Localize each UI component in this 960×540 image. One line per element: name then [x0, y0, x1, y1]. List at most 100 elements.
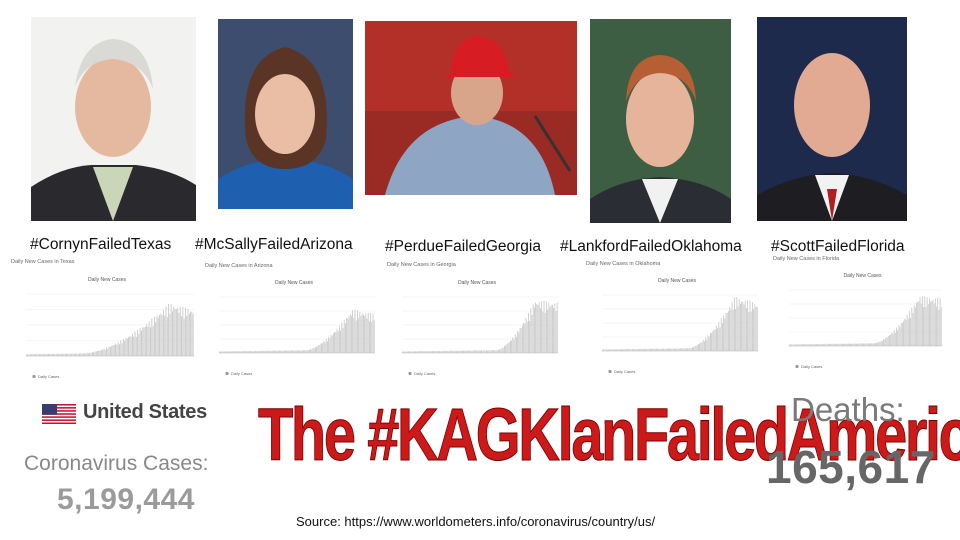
mini-chart-bar	[113, 345, 115, 356]
hashtag-perdue: #PerdueFailedGeorgia	[385, 238, 541, 255]
mini-chart-bar	[653, 348, 655, 351]
chart-title-florida: Daily New Cases in Florida	[773, 256, 840, 262]
mini-chart-bar	[692, 347, 693, 351]
mini-chart-bar	[481, 350, 483, 353]
mini-chart-bar	[512, 337, 514, 353]
mini-chart-bar	[651, 348, 653, 351]
mini-chart-bar	[244, 351, 246, 353]
mini-chart-bar	[731, 302, 733, 351]
mini-chart-bar	[307, 349, 309, 353]
mini-chart-bar	[866, 343, 868, 346]
mini-chart-bar	[470, 350, 472, 353]
mini-chart-bar	[834, 343, 836, 346]
mini-chart-bar	[412, 351, 414, 353]
mini-chart-bar	[68, 353, 70, 356]
mini-chart-bar	[635, 349, 637, 351]
mini-chart-bar	[264, 351, 266, 353]
mini-chart-bar	[675, 348, 677, 351]
mini-chart-bar	[618, 349, 620, 351]
mini-chart-bar	[107, 348, 109, 356]
mini-chart-bar	[863, 343, 864, 346]
mini-chart-bar	[311, 349, 313, 353]
mini-chart-bar	[270, 350, 272, 353]
mini-chart-bar	[134, 331, 136, 356]
mini-chart-bar	[76, 353, 78, 356]
mini-chart-bar	[676, 348, 678, 351]
mini-chart-bar	[501, 347, 503, 353]
mini-chart-bar	[416, 351, 418, 353]
mini-chart-bar	[530, 308, 532, 353]
mini-chart-bar	[865, 343, 867, 346]
mini-chart-bar	[313, 348, 315, 353]
mini-chart-bar	[934, 298, 936, 346]
mini-chart-bar	[633, 349, 635, 351]
mini-chart-bar	[129, 336, 131, 356]
mini-chart-bar	[292, 350, 294, 353]
deaths-value: 165,617	[766, 441, 936, 493]
mini-chart-bar	[495, 350, 497, 353]
mini-chart-bar	[60, 353, 62, 356]
mini-chart-bar	[288, 350, 290, 353]
mini-chart-bar	[517, 330, 519, 353]
mini-chart-bar	[516, 336, 517, 353]
mini-chart-bar	[309, 349, 310, 353]
mini-chart-bar	[328, 336, 330, 353]
mini-chart-bar	[814, 344, 816, 346]
mini-chart-bar	[312, 347, 314, 353]
mini-chart-bar	[405, 351, 407, 353]
mini-chart-bar	[612, 349, 614, 351]
mini-chart-bar	[871, 343, 873, 346]
mini-chart-bar	[358, 318, 360, 353]
mini-chart-bar	[77, 353, 79, 356]
mini-chart-bar	[659, 348, 661, 351]
mini-chart-bar	[706, 339, 708, 351]
mini-chart-bar	[103, 348, 105, 356]
mini-chart-bar	[826, 343, 828, 346]
mini-chart-bar	[878, 341, 880, 346]
mini-chart-bar	[543, 300, 545, 353]
mini-chart-bar	[261, 350, 262, 353]
mini-chart-bar	[904, 318, 906, 346]
mini-chart-bar	[286, 350, 288, 353]
mini-chart-bar	[522, 325, 523, 353]
mini-chart-bar	[845, 343, 847, 346]
mini-chart-bar	[148, 321, 150, 356]
mini-chart-bar	[477, 350, 479, 353]
mini-chart-bar	[936, 306, 937, 346]
chart-title-oklahoma: Daily New Cases in Oklahoma	[586, 261, 661, 267]
mini-chart-bar	[896, 327, 897, 346]
mini-chart-bar	[735, 309, 737, 351]
mini-chart-bar	[520, 327, 522, 353]
mini-chart-bar	[353, 317, 355, 353]
mini-chart-bar	[29, 354, 31, 356]
mini-chart-bar	[830, 343, 832, 346]
mini-chart-bar	[414, 351, 415, 353]
mini-chart-bar	[905, 319, 907, 346]
mini-chart-bar	[756, 306, 758, 351]
mini-chart-bar	[729, 307, 731, 351]
mini-chart-bar	[914, 307, 916, 346]
mini-chart-bar	[926, 296, 928, 346]
mini-chart-svg: Daily New Cases Daily Cases	[789, 273, 942, 369]
mini-chart-bar	[507, 343, 509, 353]
mini-chart-bar	[64, 353, 66, 356]
mini-chart-bar	[262, 350, 264, 353]
mini-chart-bar	[940, 307, 942, 346]
mini-chart-bar	[800, 344, 802, 346]
mini-chart-bar	[241, 351, 243, 353]
mini-chart-bar	[310, 348, 312, 353]
mini-chart-bar	[457, 350, 459, 353]
mini-chart-bar	[531, 314, 533, 353]
mini-chart-bar	[239, 351, 241, 353]
mini-chart-bar	[748, 311, 750, 351]
mini-chart-bar	[549, 307, 551, 353]
mini-chart-bar	[95, 351, 97, 356]
mini-chart-bar	[439, 350, 441, 353]
mini-chart-bar	[923, 307, 924, 346]
mini-chart-bar	[792, 344, 794, 346]
mini-chart-bar	[299, 350, 301, 353]
mini-chart-bar	[665, 348, 667, 351]
mini-chart-bar	[177, 307, 179, 356]
mini-chart-bar	[901, 322, 903, 346]
mini-chart-bar	[666, 348, 668, 351]
